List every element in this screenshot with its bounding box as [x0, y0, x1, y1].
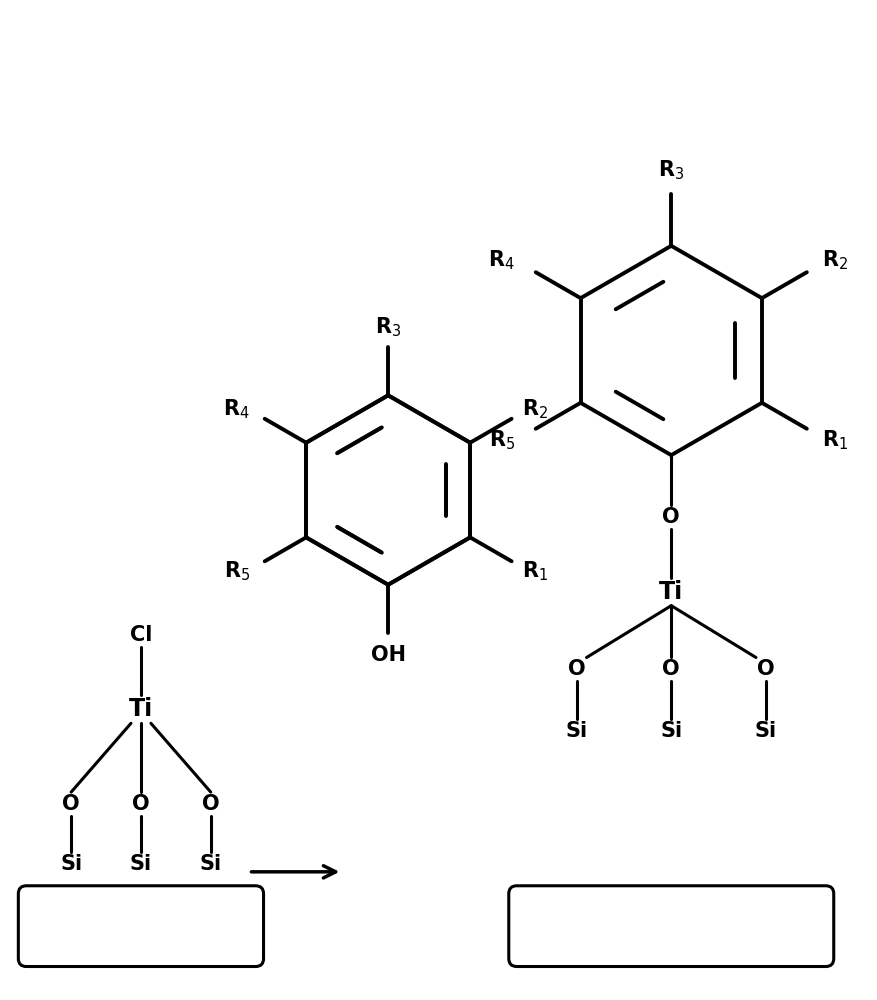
Text: O: O	[202, 794, 219, 814]
Text: R$_1$: R$_1$	[822, 429, 848, 452]
Text: Si: Si	[566, 721, 588, 741]
Text: R$_5$: R$_5$	[224, 559, 250, 583]
Text: R$_1$: R$_1$	[523, 559, 549, 583]
Text: R$_3$: R$_3$	[375, 316, 402, 339]
Text: O: O	[567, 659, 585, 679]
FancyBboxPatch shape	[509, 886, 834, 967]
Text: R$_2$: R$_2$	[822, 248, 848, 272]
Text: Si: Si	[61, 854, 82, 874]
Text: Ti: Ti	[660, 580, 683, 604]
Text: OH: OH	[371, 645, 406, 665]
Text: O: O	[62, 794, 80, 814]
Text: Ti: Ti	[129, 697, 153, 721]
Text: Si: Si	[755, 721, 777, 741]
Text: Si: Si	[200, 854, 222, 874]
Text: R$_5$: R$_5$	[488, 429, 515, 452]
Text: Si: Si	[130, 854, 152, 874]
Text: O: O	[662, 507, 680, 527]
FancyBboxPatch shape	[18, 886, 264, 967]
Text: R$_4$: R$_4$	[488, 248, 515, 272]
Text: Si: Si	[660, 721, 682, 741]
Text: O: O	[757, 659, 774, 679]
Text: R$_2$: R$_2$	[523, 397, 549, 421]
Text: O: O	[662, 659, 680, 679]
Text: Cl: Cl	[130, 625, 152, 645]
Text: R$_3$: R$_3$	[658, 158, 684, 182]
Text: R$_4$: R$_4$	[224, 397, 250, 421]
Text: O: O	[132, 794, 150, 814]
